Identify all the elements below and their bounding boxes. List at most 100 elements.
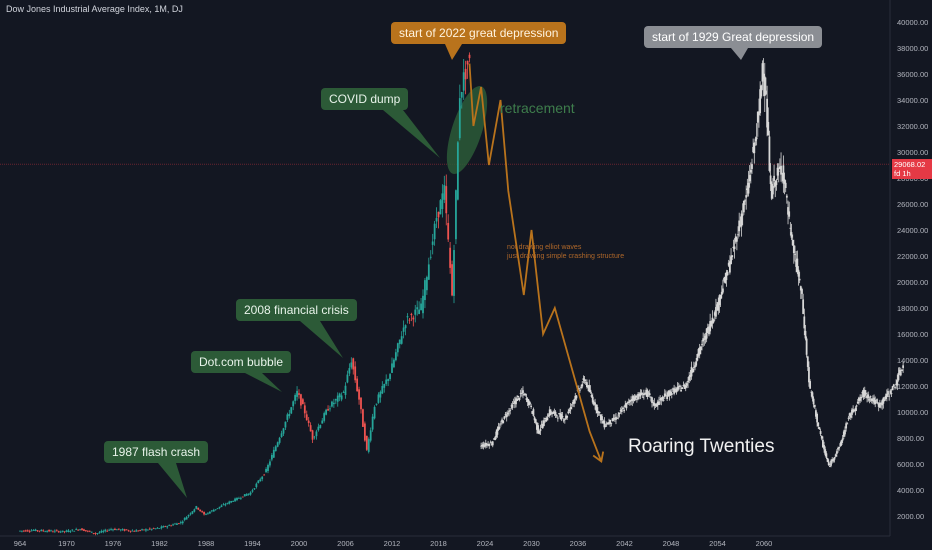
- historical-candle: [424, 280, 426, 301]
- historical-candle: [371, 416, 374, 430]
- fractal-candle: [774, 182, 777, 187]
- fractal-candle: [887, 391, 889, 395]
- fractal-candle: [877, 403, 880, 407]
- fractal-candle: [871, 399, 874, 402]
- fractal-candle: [898, 369, 901, 374]
- fractal-candle: [515, 398, 517, 405]
- historical-candle: [269, 461, 271, 466]
- fractal-candle: [778, 166, 781, 169]
- fractal-candle: [683, 384, 686, 389]
- historical-candle: [59, 531, 62, 533]
- historical-candle: [298, 393, 300, 395]
- fractal-candle: [837, 447, 839, 450]
- historical-candle: [44, 531, 47, 533]
- fractal-candle: [810, 391, 813, 393]
- fractal-candle: [527, 400, 530, 406]
- fractal-candle: [773, 175, 775, 181]
- fractal-candle: [490, 444, 493, 446]
- historical-candle: [329, 408, 331, 410]
- fractal-candle: [809, 381, 812, 389]
- fractal-candle: [894, 386, 896, 388]
- fractal-candle: [878, 402, 881, 408]
- fractal-candle: [754, 138, 757, 141]
- fractal-candle: [796, 258, 799, 273]
- fractal-candle: [749, 169, 752, 173]
- historical-candle: [272, 449, 275, 458]
- fractal-candle: [695, 361, 698, 366]
- fractal-candle: [524, 393, 527, 395]
- historical-candle: [431, 241, 434, 245]
- historical-candle: [19, 530, 21, 532]
- fractal-candle: [648, 393, 651, 396]
- fractal-candle: [740, 213, 743, 227]
- y-tick-label: 8000.00: [897, 434, 924, 443]
- historical-candle: [61, 530, 64, 532]
- fractal-candle: [545, 419, 548, 422]
- fractal-candle: [698, 347, 701, 355]
- fractal-candle: [862, 389, 865, 398]
- fractal-candle: [508, 411, 510, 413]
- historical-candle: [292, 401, 295, 407]
- historical-candle: [207, 512, 209, 514]
- fractal-candle: [523, 394, 526, 396]
- fractal-candle: [704, 335, 707, 340]
- historical-candle: [115, 529, 118, 531]
- historical-candle: [88, 530, 91, 532]
- fractal-candle: [820, 435, 823, 439]
- fractal-candle: [865, 393, 867, 394]
- fractal-candle: [534, 419, 537, 423]
- fractal-candle: [659, 398, 662, 400]
- fractal-candle: [889, 390, 892, 394]
- fractal-candle: [841, 438, 844, 441]
- fractal-candle: [645, 389, 648, 395]
- historical-candle: [441, 193, 444, 210]
- fractal-candle: [646, 390, 649, 397]
- x-tick-label: 2048: [663, 539, 680, 548]
- fractal-candle: [592, 402, 595, 405]
- fractal-candle: [639, 393, 642, 397]
- historical-candle: [338, 393, 341, 398]
- historical-candle: [334, 399, 337, 401]
- x-tick-label: 2036: [570, 539, 587, 548]
- fractal-candle: [487, 444, 489, 446]
- historical-candle: [408, 319, 411, 321]
- historical-candle: [247, 493, 250, 495]
- fractal-candle: [802, 299, 805, 314]
- historical-candle: [453, 250, 455, 296]
- fractal-candle: [675, 388, 678, 393]
- fractal-candle: [517, 395, 520, 397]
- fractal-candle: [869, 396, 872, 398]
- fractal-candle: [637, 393, 639, 400]
- fractal-candle: [677, 386, 680, 387]
- historical-candle: [152, 528, 155, 529]
- historical-candle: [412, 317, 415, 320]
- fractal-candle: [882, 397, 885, 404]
- fractal-candle: [897, 372, 900, 381]
- historical-candle: [460, 91, 463, 98]
- fractal-candle: [848, 413, 851, 416]
- fractal-candle: [538, 431, 541, 434]
- historical-candle: [177, 523, 180, 525]
- historical-candle: [294, 395, 297, 401]
- x-tick-label: 1976: [105, 539, 122, 548]
- fractal-candle: [520, 392, 523, 394]
- historical-candle: [367, 439, 370, 452]
- fractal-candle: [738, 220, 741, 232]
- fractal-candle: [568, 409, 571, 412]
- fractal-candle: [551, 412, 553, 415]
- historical-candle: [296, 390, 298, 397]
- fractal-candle: [870, 398, 873, 402]
- historical-candle: [267, 464, 269, 471]
- fractal-candle: [724, 276, 727, 284]
- fractal-candle: [868, 399, 871, 401]
- fractal-candle: [498, 427, 501, 429]
- historical-candle: [342, 392, 345, 393]
- fractal-candle: [751, 164, 753, 169]
- fractal-candle: [816, 413, 818, 423]
- historical-candle: [323, 413, 326, 421]
- fractal-candle: [708, 326, 710, 335]
- fractal-candle: [701, 344, 703, 346]
- fractal-candle: [496, 428, 499, 435]
- historical-candle: [176, 523, 178, 525]
- fractal-candle: [680, 389, 682, 392]
